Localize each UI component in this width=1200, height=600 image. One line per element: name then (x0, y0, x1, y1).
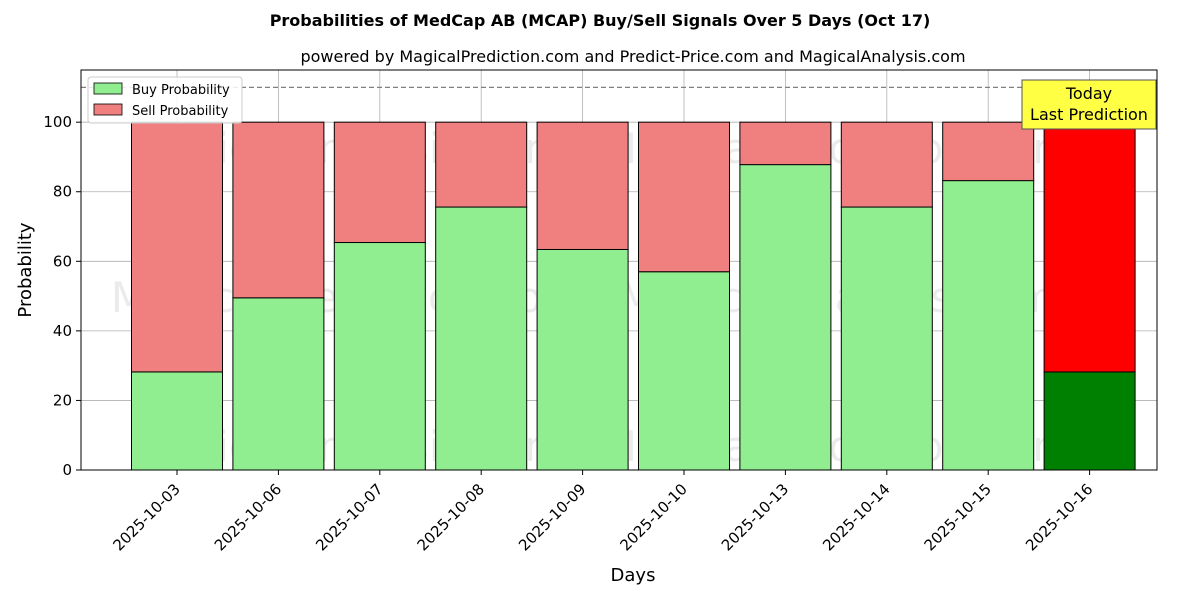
x-tick-label: 2025-10-03 (109, 480, 183, 554)
bar-sell (333, 121, 426, 244)
bar-sell (536, 121, 629, 250)
legend: Buy Probability Sell Probability (87, 76, 243, 124)
bar-buy (739, 164, 832, 471)
annotation-box (1021, 79, 1157, 130)
y-tick-label: 40 (53, 322, 72, 340)
legend-swatch-buy (93, 82, 123, 95)
bar-buy (131, 371, 223, 471)
bar-sell (1043, 121, 1136, 373)
legend-label-buy: Buy Probability (132, 83, 230, 98)
bar-sell (232, 121, 325, 299)
x-tick-label: 2025-10-15 (921, 480, 995, 554)
bar-buy (435, 206, 528, 471)
bar-layer (131, 121, 1136, 471)
x-axis-label: Days (611, 565, 656, 586)
y-tick-label: 100 (43, 113, 72, 131)
y-axis-label: Probability (15, 222, 36, 317)
bar-buy (840, 206, 933, 471)
annotation-line-today: Today (1065, 84, 1112, 103)
x-tick-label: 2025-10-14 (819, 480, 893, 554)
legend-label-sell: Sell Probability (132, 104, 229, 119)
legend-box (87, 76, 243, 124)
annotation-line-last-prediction: Last Prediction (1030, 105, 1148, 124)
plot-frame (80, 69, 1158, 471)
bar-buy (536, 248, 629, 471)
y-tick-label: 20 (53, 391, 72, 409)
today-annotation: Today Last Prediction (1021, 79, 1157, 130)
x-tick-label: 2025-10-07 (312, 480, 386, 554)
bar-buy (638, 271, 730, 471)
x-tick-label: 2025-10-16 (1022, 480, 1096, 554)
x-tick-label: 2025-10-09 (515, 480, 589, 554)
chart-title: Probabilities of MedCap AB (MCAP) Buy/Se… (270, 11, 931, 30)
bar-buy (333, 242, 426, 471)
x-axis: 2025-10-03 2025-10-06 2025-10-07 2025-10-08… (109, 470, 1096, 554)
chart-subtitle: powered by MagicalPrediction.com and Pre… (300, 47, 965, 66)
bar-sell (435, 121, 528, 208)
bar-sell (131, 121, 223, 373)
bar-buy (942, 180, 1035, 471)
bar-sell (739, 121, 832, 166)
bar-buy (232, 297, 325, 471)
y-tick-label: 80 (53, 183, 72, 201)
x-tick-label: 2025-10-06 (211, 480, 285, 554)
bar-sell (638, 121, 730, 273)
bar-buy (1043, 371, 1136, 471)
x-tick-label: 2025-10-10 (616, 480, 690, 554)
bar-sell (840, 121, 933, 208)
x-tick-label: 2025-10-08 (414, 480, 488, 554)
y-axis: 0 20 40 60 80 100 (43, 113, 81, 479)
y-tick-label: 60 (53, 252, 72, 270)
bar-sell (942, 121, 1035, 182)
y-tick-label: 0 (62, 461, 72, 479)
legend-swatch-sell (93, 103, 123, 116)
x-tick-label: 2025-10-13 (718, 480, 792, 554)
